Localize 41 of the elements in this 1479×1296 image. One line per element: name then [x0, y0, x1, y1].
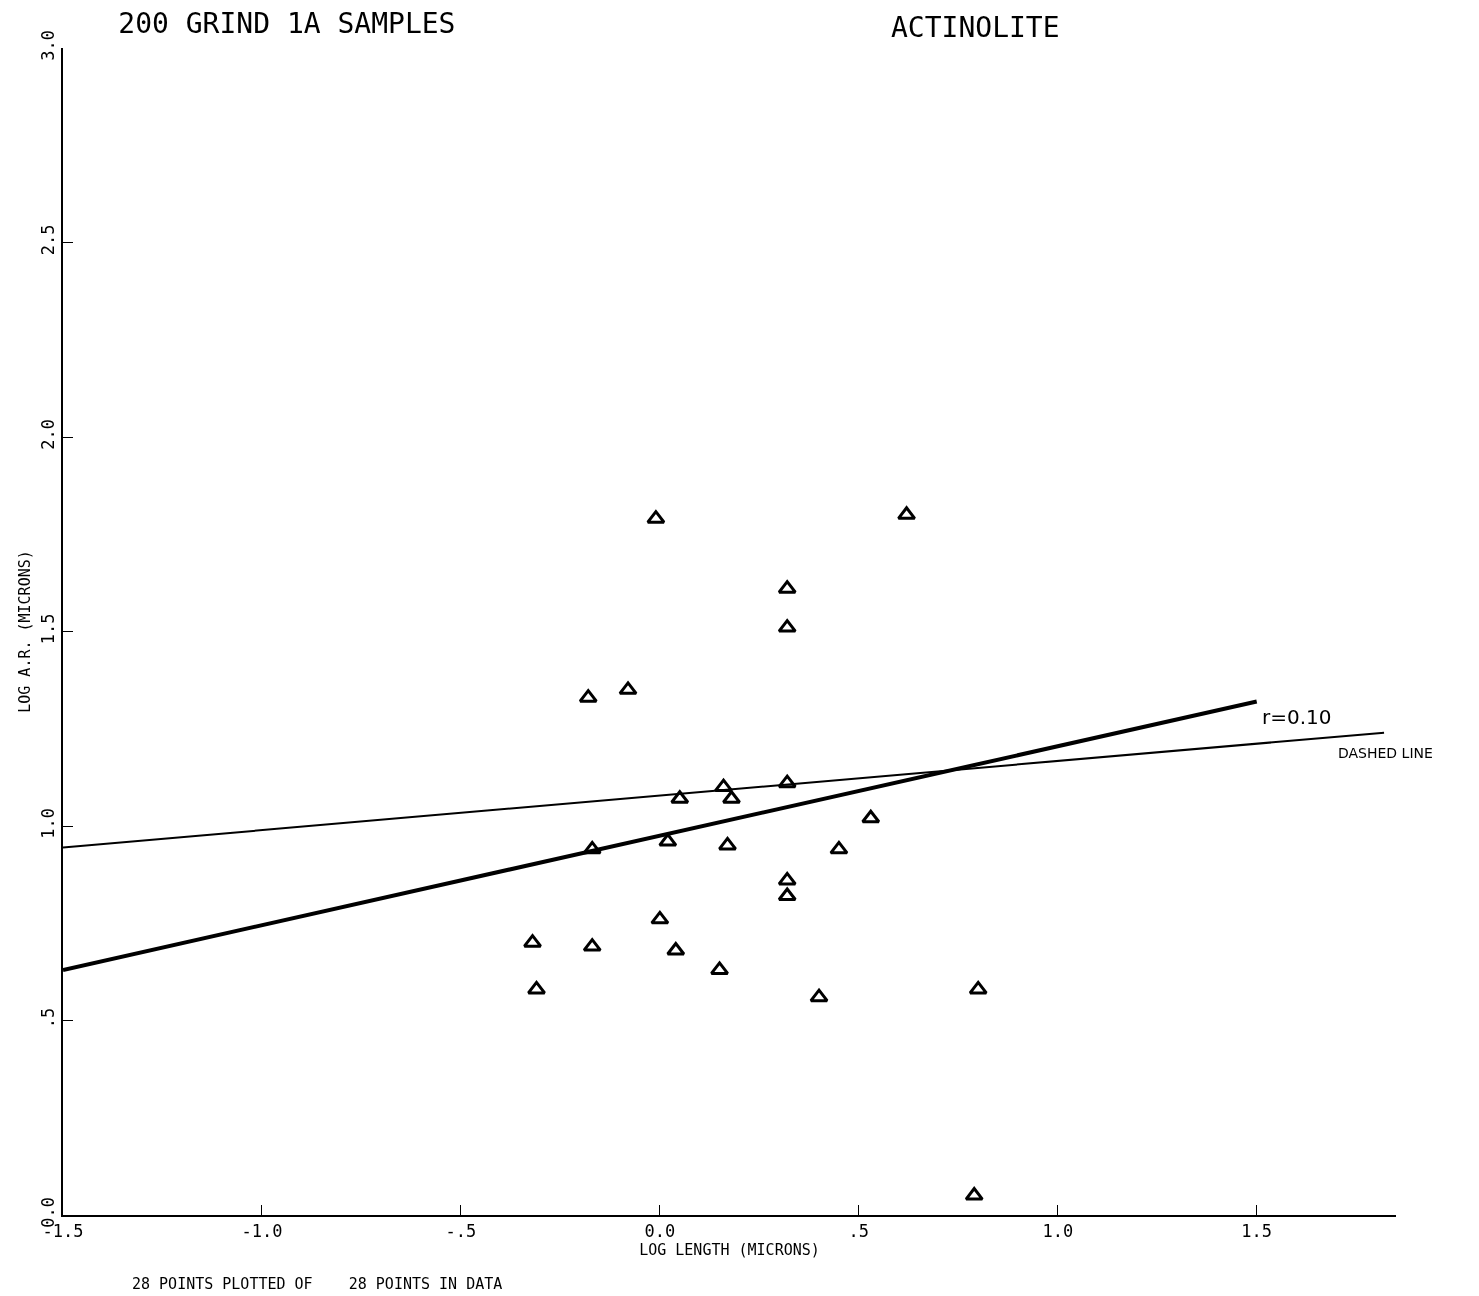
point: [964, 1187, 984, 1201]
annotation: DASHED LINE: [1338, 745, 1433, 761]
point: [777, 871, 797, 886]
point: [650, 910, 670, 925]
x-tick-label: 0.0: [644, 1221, 676, 1242]
point: [526, 980, 547, 995]
chart-title: 200 GRIND 1A SAMPLES: [118, 6, 456, 40]
point: [670, 790, 690, 804]
point: [829, 840, 849, 855]
point: [658, 833, 678, 847]
y-tick-label: 1.0: [38, 808, 59, 839]
x-tick-label: 1.5: [1241, 1221, 1273, 1242]
point: [713, 778, 734, 793]
point: [666, 941, 686, 956]
y-tick-label: 2.5: [38, 224, 59, 256]
x-axis-title: LOG LENGTH (MICRONS): [639, 1241, 820, 1260]
y-tick-label: 2.0: [38, 419, 59, 450]
point: [646, 510, 666, 524]
point: [582, 840, 602, 855]
x-tick-label: -1.0: [241, 1221, 283, 1242]
x-tick-label: .5: [848, 1221, 870, 1242]
point: [777, 619, 797, 633]
annotation: r=0.10: [1262, 705, 1332, 729]
point: [861, 809, 881, 824]
point: [717, 836, 738, 851]
point: [618, 681, 638, 695]
point: [578, 689, 598, 703]
y-axis-title: LOG A.R. (MICRONS): [15, 550, 34, 713]
point: [777, 774, 797, 789]
y-tick-label: .5: [38, 1007, 59, 1029]
point: [777, 887, 797, 902]
text: 28 POINTS PLOTTED OF 28 POINTS IN DATA: [132, 1275, 503, 1293]
point: [968, 980, 988, 995]
y-tick-label: 3.0: [38, 30, 59, 61]
x-tick-label: -.5: [445, 1221, 477, 1242]
point: [777, 580, 797, 594]
y-tick-label: 1.5: [38, 613, 59, 645]
point: [582, 938, 602, 952]
chart-subtitle: ACTINOLITE: [891, 11, 1060, 44]
x-tick-label: 1.0: [1042, 1221, 1074, 1242]
point: [809, 988, 829, 1003]
